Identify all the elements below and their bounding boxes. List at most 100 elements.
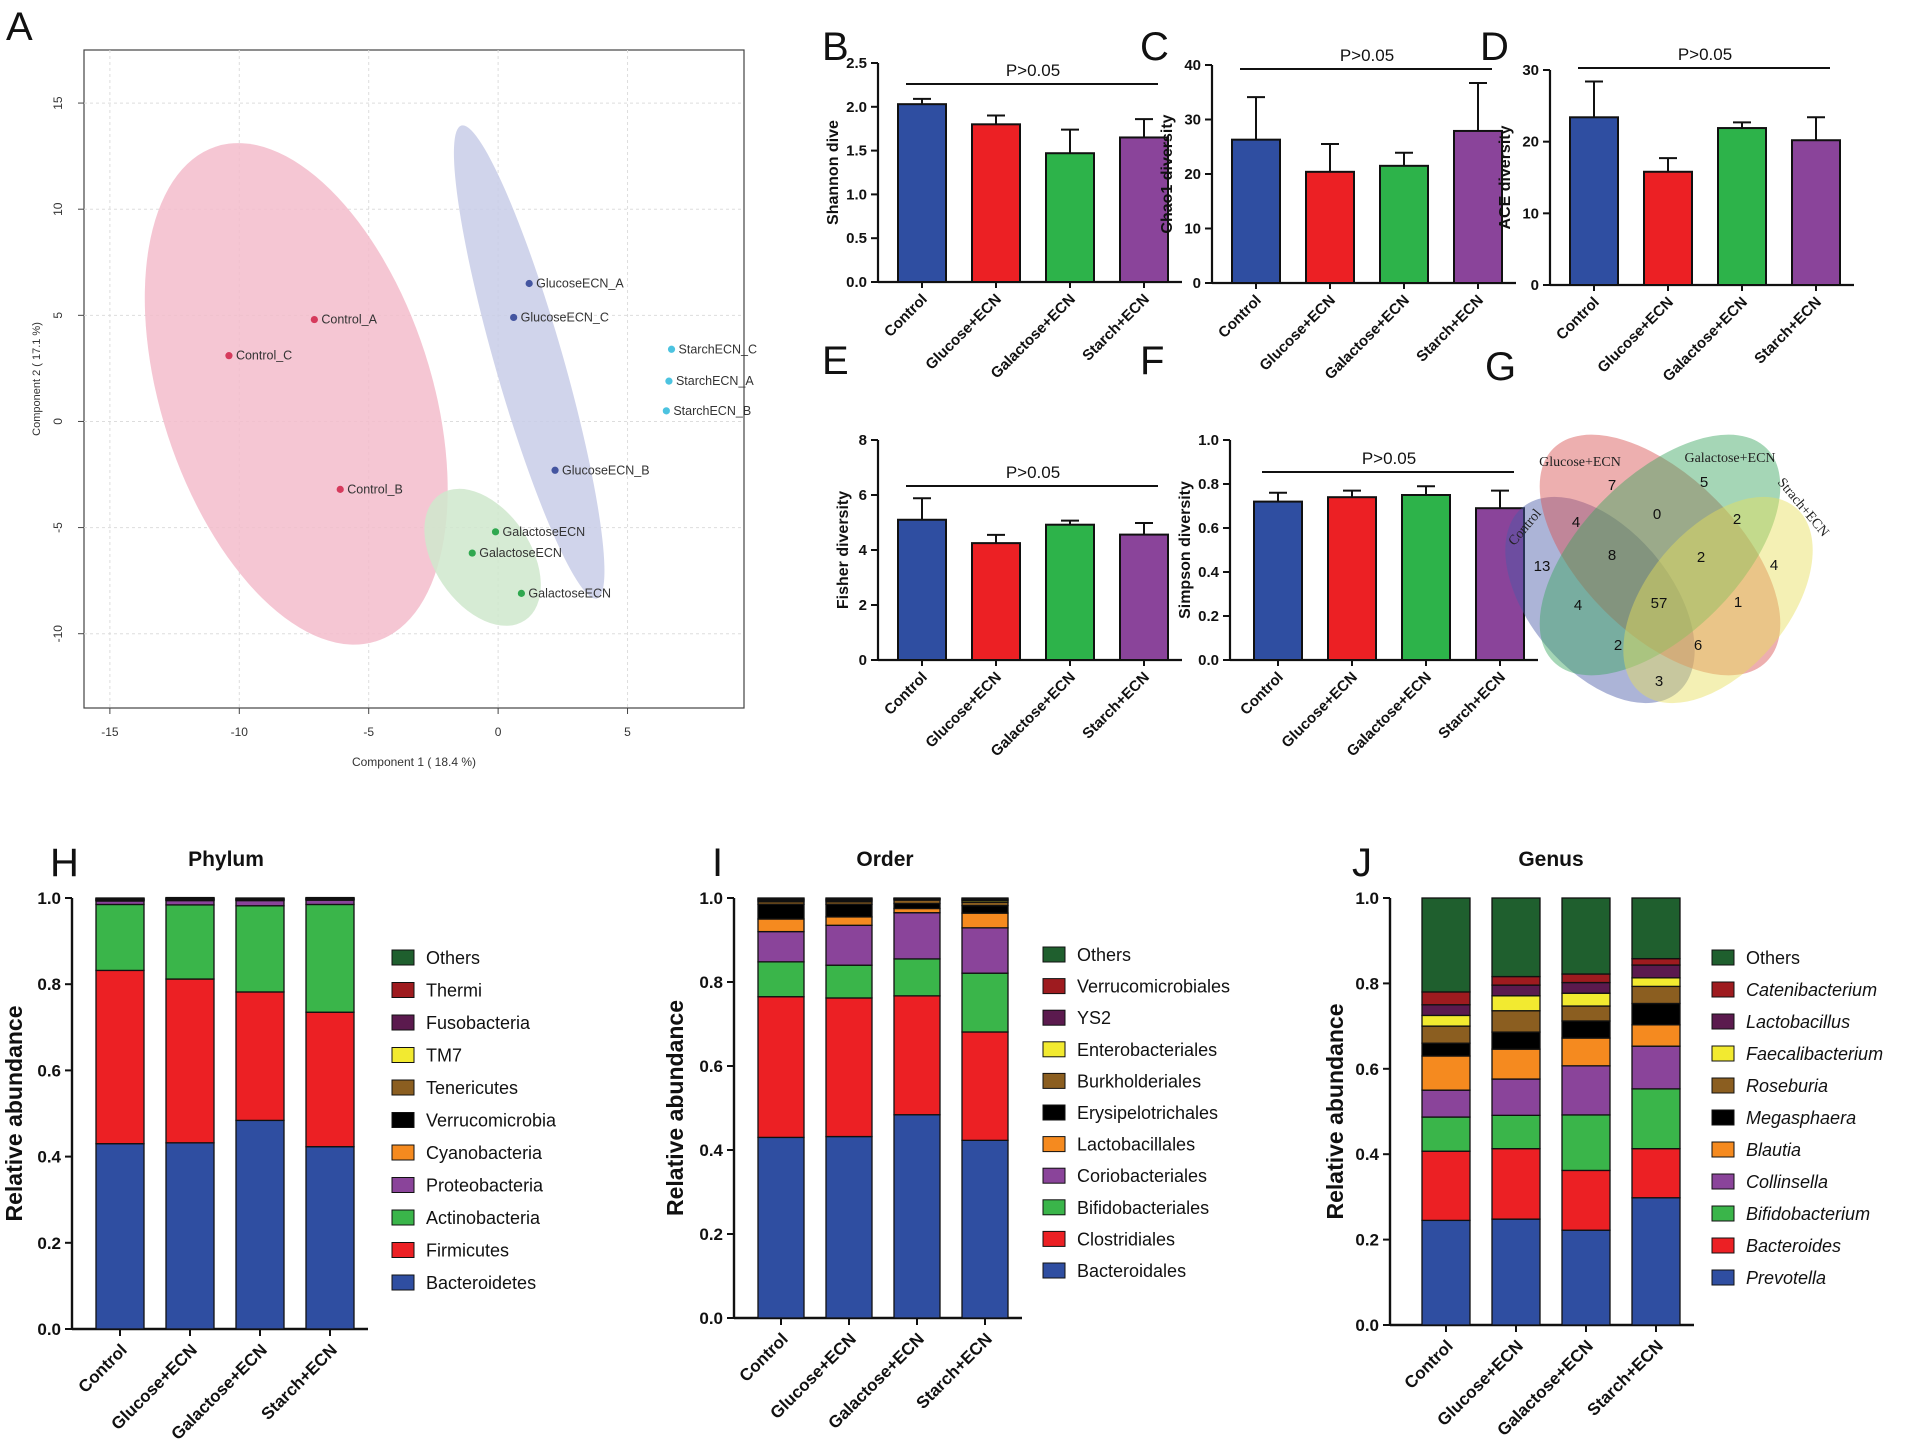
x-tick-label: Control: [881, 291, 931, 341]
stack-segment-actinobacteria: [305, 903, 355, 1013]
y-tick-label: 2.0: [846, 99, 867, 116]
legend-label: Megasphaera: [1746, 1108, 1856, 1128]
p-value-annotation: P>0.05: [1006, 61, 1060, 80]
bar-control: [1253, 500, 1303, 661]
legend-label: Others: [1746, 948, 1800, 968]
stack-segment-bacteroidetes: [95, 1143, 145, 1330]
y-tick-label: 1.0: [1355, 889, 1379, 908]
stack-segment-catenibacterium: [1631, 957, 1681, 966]
x-tick-label: Glucose+ECN: [1594, 294, 1676, 376]
pca-point: [310, 315, 318, 324]
panel-letter-J: J: [1352, 841, 1372, 885]
stack-segment-bacteroides: [1631, 1147, 1681, 1199]
venn-region-count: 0: [1653, 506, 1661, 523]
stack-segment-actinobacteria: [165, 904, 215, 980]
pca-point: [517, 589, 526, 597]
y-axis-label: Relative abundance: [1, 1005, 27, 1221]
venn-region-count: 57: [1651, 595, 1668, 612]
stack-segment-clostridiales: [961, 1031, 1009, 1141]
x-tick-label: Starch+ECN: [1751, 294, 1825, 368]
pca-point: [468, 549, 476, 557]
legend-swatch: [1042, 946, 1066, 963]
pca-y-axis-label: Component 2 ( 17.1 %): [31, 322, 43, 436]
stack-segment-proteobacteria: [235, 899, 285, 907]
y-tick-label: 0.8: [1198, 476, 1219, 493]
legend-label: Verrucomicrobia: [426, 1111, 557, 1131]
stack-segment-coriobacteriales: [757, 930, 805, 963]
legend-swatch: [391, 1209, 415, 1226]
legend-swatch: [1042, 1199, 1066, 1216]
stack-segment-bacteroidales: [757, 1136, 805, 1319]
venn-set-3: [1623, 496, 1813, 704]
pca-tick-label-x: -10: [231, 725, 249, 739]
pca-tick-label-y: 10: [51, 202, 65, 216]
chart-title: Genus: [1518, 848, 1583, 871]
bar-galactose-ecn: [1401, 494, 1451, 661]
y-tick-label: 40: [1184, 57, 1201, 74]
stack-segment-megasphaera: [1561, 1020, 1611, 1039]
y-tick-label: 0.0: [1198, 652, 1219, 669]
venn-region-count: 4: [1770, 557, 1778, 574]
pca-point-label: Control_C: [236, 349, 292, 363]
stack-segment-blautia: [1491, 1048, 1541, 1080]
y-tick-label: 0.5: [846, 230, 867, 247]
y-axis-label: Fisher diversity: [835, 491, 852, 609]
venn-region-count: 7: [1608, 477, 1616, 494]
stack-segment-roseburia: [1421, 1025, 1471, 1044]
panel-letter-A: A: [6, 5, 33, 49]
stack-segment-lactobacillales: [757, 918, 805, 933]
bar-galactose-ecn: [1379, 164, 1429, 284]
venn-region-count: 4: [1572, 514, 1580, 531]
panel-letter-H: H: [50, 841, 79, 885]
venn-region-count: 8: [1608, 547, 1616, 564]
stack-segment-prevotella: [1561, 1229, 1611, 1326]
stack-segment-catenibacterium: [1421, 991, 1471, 1006]
stack-segment-erysipelotrichales: [893, 902, 941, 910]
legend-swatch: [1042, 1041, 1066, 1058]
legend-label: Enterobacteriales: [1077, 1040, 1217, 1060]
y-tick-label: 0.4: [37, 1148, 61, 1167]
panel-j-stacked: Genus0.00.20.40.60.81.0ControlGlucose+EC…: [1322, 848, 1883, 1440]
legend-swatch: [1711, 1205, 1735, 1222]
bar-control: [1569, 116, 1619, 286]
bar-control: [897, 103, 947, 283]
pca-point: [525, 279, 533, 288]
stack-segment-firmicutes: [235, 991, 285, 1122]
x-tick-label: Control: [881, 669, 931, 719]
legend-label: YS2: [1077, 1008, 1111, 1028]
legend-label: Bifidobacterium: [1746, 1204, 1870, 1224]
legend-label: Coriobacteriales: [1077, 1166, 1207, 1186]
legend-label: Fusobacteria: [426, 1013, 531, 1033]
stack-segment-erysipelotrichales: [961, 904, 1009, 914]
stack-segment-blautia: [1421, 1055, 1471, 1091]
stack-segment-bacteroidetes: [165, 1142, 215, 1330]
bar-glucose-ecn: [1327, 496, 1377, 662]
pca-x-axis-label: Component 1 ( 18.4 %): [352, 755, 476, 769]
stack-segment-firmicutes: [165, 978, 215, 1144]
legend-label: Cyanobacteria: [426, 1143, 543, 1163]
legend-label: Roseburia: [1746, 1076, 1828, 1096]
legend-swatch: [1711, 1013, 1735, 1030]
y-tick-label: 8: [859, 432, 867, 449]
stack-segment-bacteroides: [1491, 1147, 1541, 1220]
y-tick-label: 0.0: [37, 1320, 61, 1339]
panel-b-diversity: 0.00.51.01.52.02.5ControlGlucose+ECNGala…: [825, 55, 1182, 382]
stack-segment-firmicutes: [305, 1011, 355, 1148]
legend-swatch: [391, 1079, 415, 1096]
y-tick-label: 20: [1184, 166, 1201, 183]
stack-segment-others: [757, 897, 805, 900]
venn-region-count: 2: [1697, 549, 1705, 566]
y-tick-label: 0: [859, 652, 867, 669]
y-tick-label: 30: [1184, 112, 1201, 129]
legend-label: Others: [1077, 945, 1131, 965]
stack-segment-coriobacteriales: [961, 927, 1009, 974]
x-tick-label: Starch+ECN: [1435, 669, 1509, 743]
bar-galactose-ecn: [1045, 152, 1095, 283]
legend-swatch: [391, 1014, 415, 1031]
stack-segment-bacteroidetes: [235, 1119, 285, 1330]
stack-segment-clostridiales: [825, 997, 873, 1138]
pca-point: [662, 407, 670, 415]
